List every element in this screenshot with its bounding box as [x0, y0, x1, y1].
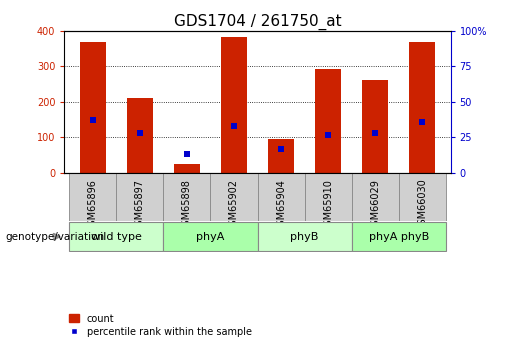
Bar	[80, 42, 106, 173]
Legend: count, percentile rank within the sample: count, percentile rank within the sample	[69, 314, 252, 337]
Text: GSM66030: GSM66030	[417, 179, 427, 231]
Bar	[69, 222, 163, 251]
Text: GSM65898: GSM65898	[182, 179, 192, 231]
Bar	[409, 42, 435, 173]
Bar	[69, 173, 116, 221]
Text: GSM66029: GSM66029	[370, 179, 380, 231]
Bar	[211, 173, 258, 221]
Bar	[174, 164, 200, 173]
Bar	[127, 98, 152, 173]
Bar	[163, 173, 211, 221]
Text: GSM65904: GSM65904	[276, 179, 286, 231]
Point	[324, 132, 332, 137]
Bar	[258, 222, 352, 251]
Bar	[258, 173, 304, 221]
Bar	[304, 173, 352, 221]
Text: GSM65902: GSM65902	[229, 179, 239, 232]
Bar	[363, 80, 388, 173]
Point	[230, 123, 238, 129]
Bar	[399, 173, 446, 221]
Text: wild type: wild type	[91, 231, 142, 241]
Text: GSM65897: GSM65897	[135, 179, 145, 232]
Text: phyA: phyA	[196, 231, 225, 241]
Point	[277, 146, 285, 151]
Text: GSM65896: GSM65896	[88, 179, 98, 231]
Bar	[163, 222, 258, 251]
Bar	[221, 37, 247, 173]
Bar	[116, 173, 163, 221]
Point	[183, 152, 191, 157]
Bar	[315, 69, 341, 173]
Bar	[352, 173, 399, 221]
Text: genotype/variation: genotype/variation	[5, 231, 104, 241]
Text: phyB: phyB	[290, 231, 319, 241]
Point	[418, 119, 426, 125]
Text: phyA phyB: phyA phyB	[369, 231, 429, 241]
Point	[371, 130, 380, 136]
Bar	[352, 222, 446, 251]
Point	[89, 118, 97, 123]
Bar	[268, 139, 294, 173]
Text: GSM65910: GSM65910	[323, 179, 333, 231]
Point	[135, 130, 144, 136]
Title: GDS1704 / 261750_at: GDS1704 / 261750_at	[174, 13, 341, 30]
